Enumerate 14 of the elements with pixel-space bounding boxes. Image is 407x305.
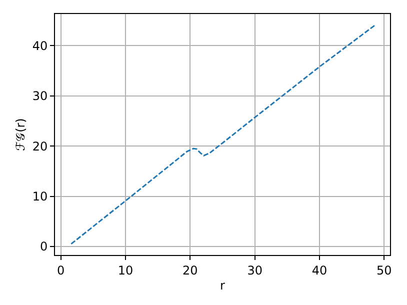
x-tick-label: 20 bbox=[182, 263, 198, 278]
y-tick-label: 20 bbox=[32, 139, 48, 154]
y-tick-label: 10 bbox=[32, 189, 48, 204]
y-tick-label: 0 bbox=[40, 240, 48, 254]
x-tick-label: 10 bbox=[118, 263, 134, 278]
y-tick-label: 40 bbox=[32, 38, 48, 53]
x-tick-label: 0 bbox=[57, 263, 65, 278]
y-tick-label: 30 bbox=[32, 89, 48, 104]
x-tick-label: 50 bbox=[376, 263, 392, 278]
x-axis-title: r bbox=[220, 278, 226, 292]
line-series bbox=[70, 24, 376, 245]
y-axis-title: ℱ𝒢(r) bbox=[14, 118, 28, 151]
x-tick-label: 40 bbox=[312, 263, 328, 278]
x-tick-label: 30 bbox=[247, 263, 262, 278]
